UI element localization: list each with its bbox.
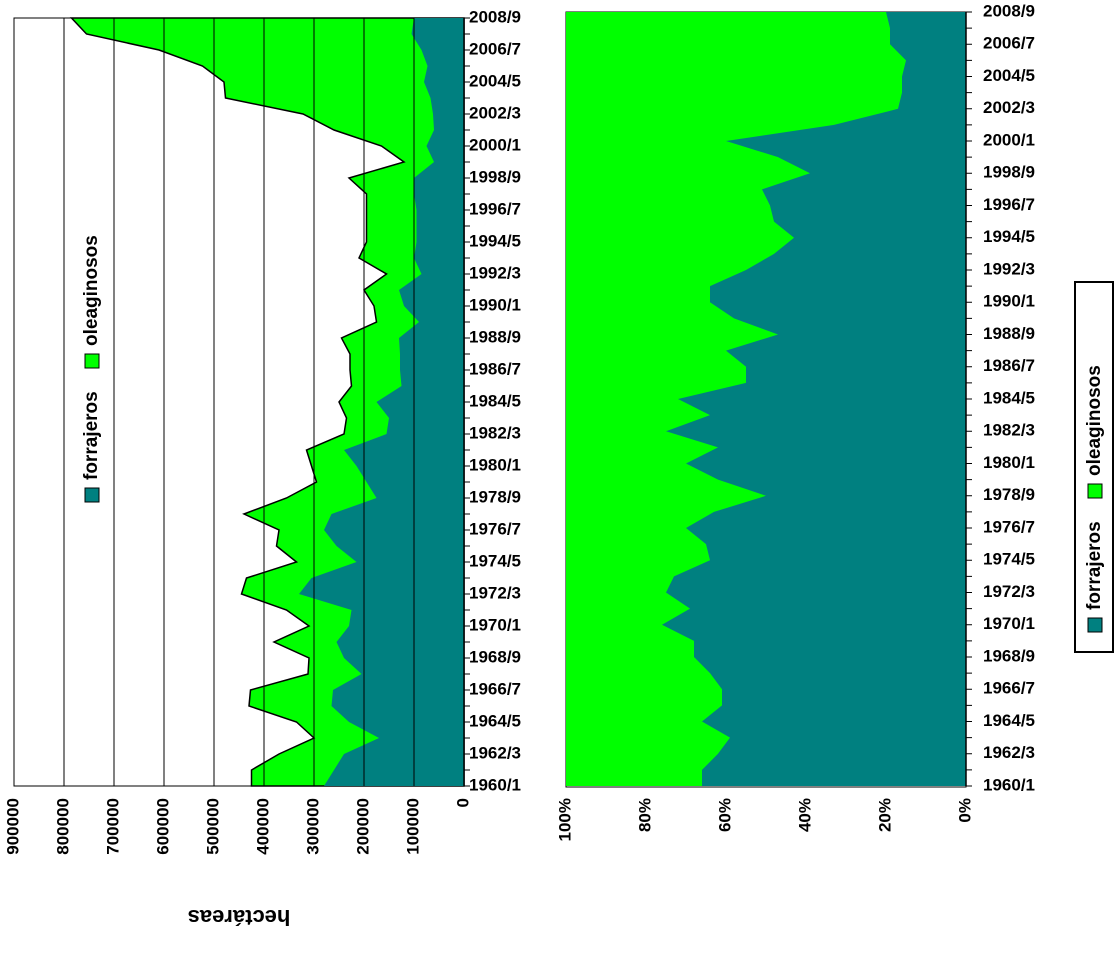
hectares-axis-title: hectáreas (188, 905, 291, 930)
year-label: 1960/1 (469, 775, 521, 794)
value-tick-label: 20% (875, 798, 894, 832)
year-label: 1982/3 (983, 421, 1035, 440)
legend-swatch-oleaginosos (84, 353, 100, 369)
year-label: 1978/9 (469, 487, 521, 506)
year-label: 2000/1 (469, 135, 521, 154)
year-label: 1984/5 (469, 391, 521, 410)
year-label: 1962/3 (983, 743, 1035, 762)
year-label: 2004/5 (983, 66, 1035, 85)
legend-swatch-forrajeros (1087, 617, 1103, 633)
year-label: 1986/7 (469, 359, 521, 378)
year-label: 2002/3 (469, 103, 521, 122)
value-tick-label: 200000 (353, 798, 372, 855)
value-tick-label: 700000 (103, 798, 122, 855)
value-tick-label: 80% (635, 798, 654, 832)
year-label: 1982/3 (469, 423, 521, 442)
legend-swatch-oleaginosos (1087, 483, 1103, 499)
value-tick-label: 800000 (53, 798, 72, 855)
year-label: 1968/9 (469, 647, 521, 666)
series-area-forrajeros (662, 12, 966, 786)
year-label: 1976/7 (983, 517, 1035, 536)
year-label: 1980/1 (983, 453, 1035, 472)
value-tick-label: 500000 (203, 798, 222, 855)
series-area-forrajeros (299, 18, 464, 786)
year-label: 1984/5 (983, 388, 1035, 407)
year-label: 1994/5 (469, 231, 521, 250)
percent-legend: forrajeros oleaginosos (1074, 281, 1114, 653)
legend-label-forrajeros: forrajeros (81, 391, 102, 480)
year-label: 1990/1 (983, 292, 1035, 311)
year-label: 1964/5 (983, 711, 1035, 730)
year-label: 1992/3 (983, 259, 1035, 278)
year-label: 2002/3 (983, 98, 1035, 117)
value-tick-label: 600000 (153, 798, 172, 855)
hectares-year-labels: 1960/1 1962/3 1964/5 1966/7 1968/9 1970/1 1972… (469, 7, 521, 794)
value-tick-label: 100000 (403, 798, 422, 855)
year-label: 1992/3 (469, 263, 521, 282)
year-label: 1990/1 (469, 295, 521, 314)
year-label: 2006/7 (469, 39, 521, 58)
value-tick-label: 0 (453, 798, 472, 807)
year-label: 1988/9 (469, 327, 521, 346)
year-label: 1986/7 (983, 356, 1035, 375)
year-label: 1966/7 (983, 679, 1035, 698)
percent-legend-box (1074, 281, 1114, 653)
value-tick-label: 0% (955, 798, 974, 823)
year-label: 1974/5 (469, 551, 521, 570)
legend-label-oleaginosos: oleaginosos (1084, 365, 1105, 476)
year-label: 1972/3 (469, 583, 521, 602)
legend-label-forrajeros: forrajeros (1084, 521, 1105, 610)
year-label: 1980/1 (469, 455, 521, 474)
year-label: 1962/3 (469, 743, 521, 762)
legend-swatch-forrajeros (84, 487, 100, 503)
percent-chart: 1960/1 1962/3 1964/5 1966/7 1968/9 1970/1 1972… (555, 1, 1114, 841)
year-label: 1976/7 (469, 519, 521, 538)
percent-value-labels: 0% 20% 40% 60% 80% 100% (555, 798, 974, 841)
year-label: 1974/5 (983, 550, 1035, 569)
year-label: 1964/5 (469, 711, 521, 730)
hectares-chart: 1960/1 1962/3 1964/5 1966/7 1968/9 1970/1 1972… (3, 7, 521, 930)
year-label: 1998/9 (469, 167, 521, 186)
percent-ticks (965, 11, 972, 787)
year-label: 1970/1 (983, 614, 1035, 633)
hectares-value-labels: 0 100000 200000 300000 400000 500000 600000 700… (3, 798, 472, 855)
year-label: 1978/9 (983, 485, 1035, 504)
hectares-legend: forrajeros oleaginosos (81, 235, 102, 503)
year-label: 1968/9 (983, 646, 1035, 665)
year-label: 1966/7 (469, 679, 521, 698)
value-tick-label: 60% (715, 798, 734, 832)
year-label: 1996/7 (469, 199, 521, 218)
value-tick-label: 100% (555, 798, 574, 841)
year-label: 2006/7 (983, 34, 1035, 53)
value-tick-label: 400000 (253, 798, 272, 855)
year-label: 2008/9 (469, 7, 521, 26)
hectares-ticks (463, 17, 470, 787)
year-label: 2000/1 (983, 130, 1035, 149)
year-label: 1996/7 (983, 195, 1035, 214)
hectares-gridlines (13, 18, 465, 786)
year-label: 1994/5 (983, 227, 1035, 246)
year-label: 1960/1 (983, 775, 1035, 794)
year-label: 2004/5 (469, 71, 521, 90)
legend-label-oleaginosos: oleaginosos (81, 235, 102, 346)
value-tick-label: 900000 (3, 798, 22, 855)
percent-year-labels: 1960/1 1962/3 1964/5 1966/7 1968/9 1970/1 1972… (983, 1, 1035, 794)
year-label: 2008/9 (983, 1, 1035, 20)
year-label: 1970/1 (469, 615, 521, 634)
value-tick-label: 300000 (303, 798, 322, 855)
year-label: 1972/3 (983, 582, 1035, 601)
value-tick-label: 40% (795, 798, 814, 832)
year-label: 1988/9 (983, 324, 1035, 343)
year-label: 1998/9 (983, 163, 1035, 182)
hectares-areas (69, 17, 465, 787)
percent-areas (566, 12, 966, 786)
